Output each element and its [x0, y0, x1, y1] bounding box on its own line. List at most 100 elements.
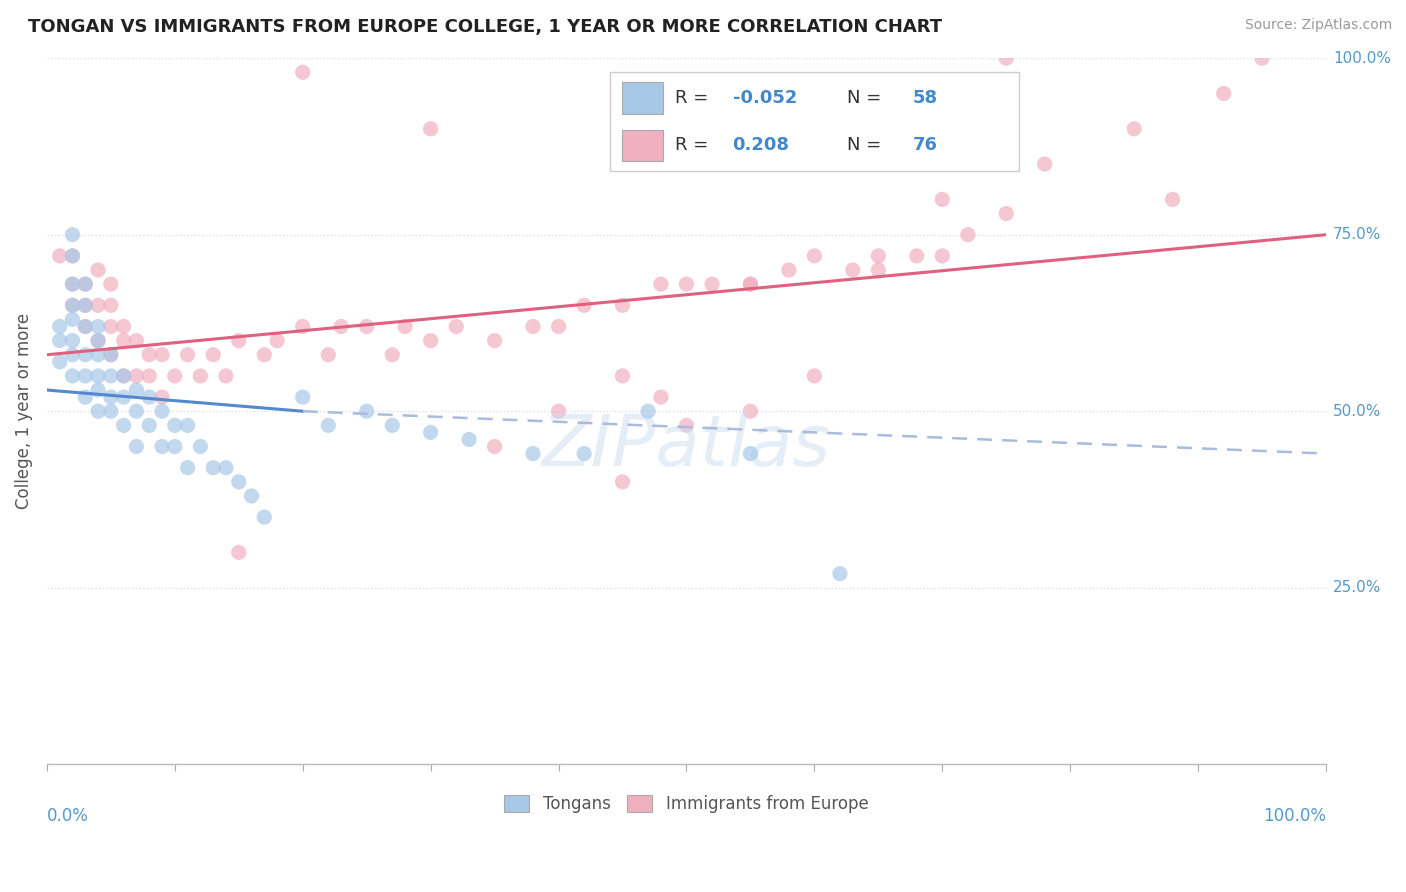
Point: [87, 334, 110, 348]
Point: [87, 368, 110, 383]
Point: [318, 348, 340, 362]
Point: [62, 277, 84, 292]
Point: [176, 348, 198, 362]
Point: [125, 368, 148, 383]
Point: [1033, 157, 1056, 171]
Point: [125, 440, 148, 454]
Point: [291, 319, 314, 334]
Point: [138, 348, 160, 362]
Point: [318, 418, 340, 433]
Point: [240, 489, 263, 503]
Point: [291, 65, 314, 79]
Point: [675, 418, 697, 433]
Point: [202, 348, 225, 362]
Point: [190, 368, 212, 383]
Point: [381, 348, 404, 362]
Point: [62, 298, 84, 312]
Point: [905, 249, 928, 263]
Text: TONGAN VS IMMIGRANTS FROM EUROPE COLLEGE, 1 YEAR OR MORE CORRELATION CHART: TONGAN VS IMMIGRANTS FROM EUROPE COLLEGE…: [28, 18, 942, 36]
Point: [266, 334, 288, 348]
Point: [62, 368, 84, 383]
Point: [112, 334, 135, 348]
Point: [419, 425, 441, 440]
Point: [112, 368, 135, 383]
Point: [458, 433, 481, 447]
Point: [215, 460, 238, 475]
Point: [394, 319, 416, 334]
Point: [100, 390, 122, 404]
Text: 0.0%: 0.0%: [46, 806, 89, 824]
Point: [150, 348, 173, 362]
Point: [125, 334, 148, 348]
Point: [100, 319, 122, 334]
Point: [75, 298, 97, 312]
Point: [48, 249, 70, 263]
Point: [419, 121, 441, 136]
Point: [176, 460, 198, 475]
Point: [87, 319, 110, 334]
Point: [803, 249, 825, 263]
Point: [995, 51, 1018, 65]
Point: [112, 418, 135, 433]
Point: [228, 545, 250, 559]
Point: [1123, 121, 1146, 136]
Point: [215, 368, 238, 383]
Point: [75, 319, 97, 334]
Point: [48, 355, 70, 369]
Point: [650, 277, 672, 292]
Point: [700, 277, 723, 292]
Point: [356, 404, 378, 418]
Point: [291, 390, 314, 404]
Point: [190, 440, 212, 454]
Point: [931, 249, 953, 263]
Point: [87, 298, 110, 312]
Point: [572, 447, 595, 461]
Point: [381, 418, 404, 433]
Point: [62, 312, 84, 326]
Point: [612, 298, 634, 312]
Text: 100.0%: 100.0%: [1333, 51, 1391, 66]
Point: [163, 418, 186, 433]
Point: [419, 334, 441, 348]
Point: [356, 319, 378, 334]
Point: [547, 319, 569, 334]
Point: [62, 298, 84, 312]
Point: [125, 404, 148, 418]
Point: [740, 277, 762, 292]
Point: [100, 277, 122, 292]
Text: 100.0%: 100.0%: [1263, 806, 1326, 824]
Point: [87, 263, 110, 277]
Point: [484, 334, 506, 348]
Point: [125, 383, 148, 397]
Point: [202, 460, 225, 475]
Legend: Tongans, Immigrants from Europe: Tongans, Immigrants from Europe: [498, 788, 875, 820]
Point: [228, 334, 250, 348]
Point: [48, 334, 70, 348]
Point: [842, 263, 865, 277]
Point: [100, 298, 122, 312]
Point: [740, 404, 762, 418]
Point: [675, 277, 697, 292]
Point: [100, 368, 122, 383]
Point: [112, 390, 135, 404]
Point: [75, 368, 97, 383]
Point: [48, 319, 70, 334]
Point: [138, 368, 160, 383]
Point: [100, 348, 122, 362]
Point: [637, 404, 659, 418]
Point: [803, 368, 825, 383]
Point: [778, 263, 800, 277]
Text: ZIPatlas: ZIPatlas: [541, 412, 831, 481]
Point: [931, 193, 953, 207]
Point: [75, 390, 97, 404]
Point: [868, 249, 890, 263]
Point: [444, 319, 467, 334]
Point: [828, 566, 851, 581]
Point: [62, 249, 84, 263]
Point: [75, 348, 97, 362]
Point: [1251, 51, 1274, 65]
Point: [740, 277, 762, 292]
Point: [253, 348, 276, 362]
Point: [484, 440, 506, 454]
Point: [150, 440, 173, 454]
